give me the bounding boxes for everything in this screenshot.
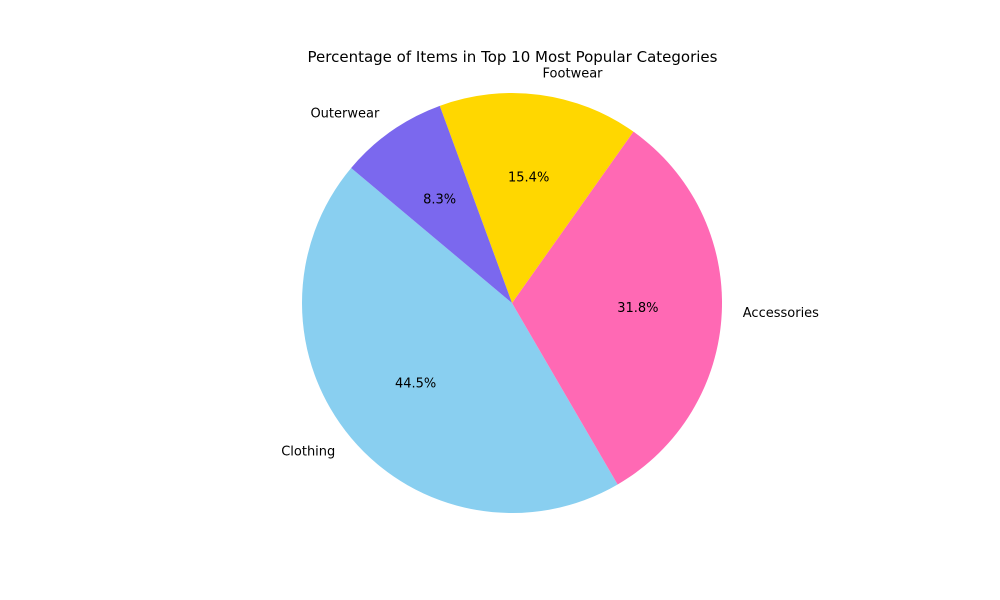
slice-percent-footwear: 15.4% xyxy=(508,171,549,186)
slice-percent-outerwear: 8.3% xyxy=(423,192,456,207)
chart-title: Percentage of Items in Top 10 Most Popul… xyxy=(307,48,718,66)
slice-label-clothing: Clothing xyxy=(281,444,335,459)
pie-slice-footwear xyxy=(439,93,634,304)
slice-percent-accessories: 31.8% xyxy=(617,301,658,316)
slice-label-accessories: Accessories xyxy=(743,306,819,321)
pie-slice-accessories xyxy=(512,131,722,485)
slice-percent-clothing: 44.5% xyxy=(395,377,436,392)
pie-slice-clothing xyxy=(302,168,618,514)
pie-slice-outerwear xyxy=(351,105,512,303)
slice-label-outerwear: Outerwear xyxy=(310,106,380,121)
slice-label-footwear: Footwear xyxy=(543,67,604,82)
